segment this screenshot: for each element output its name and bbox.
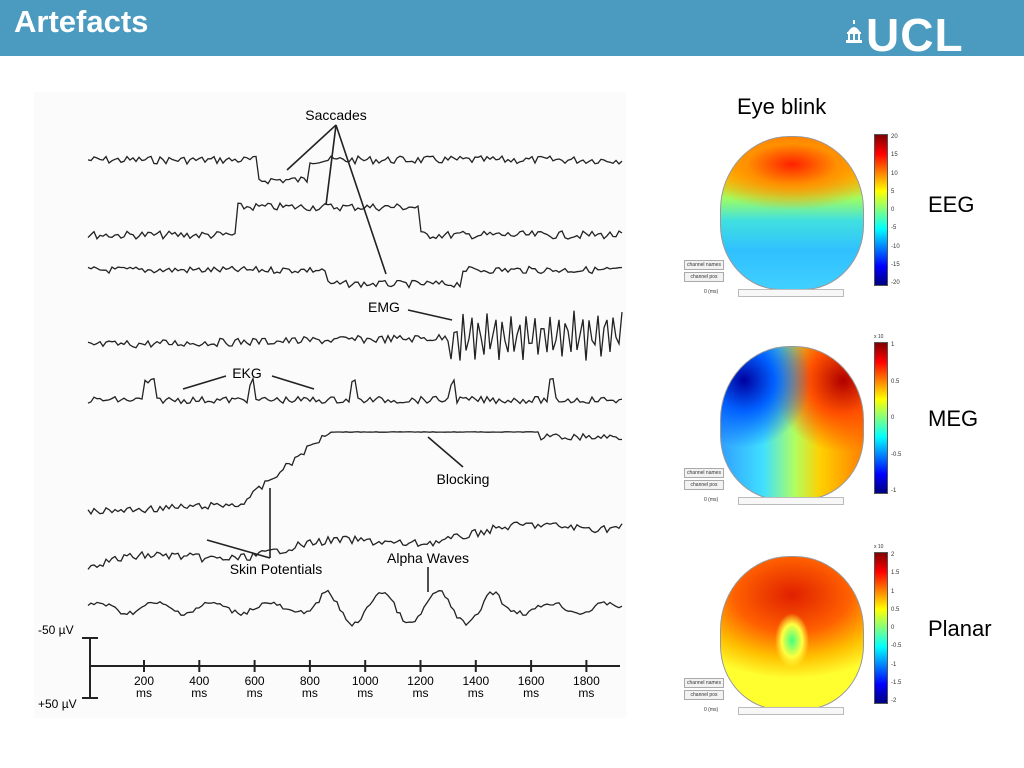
slide-title: Artefacts <box>14 4 149 39</box>
skin-potentials-label: Skin Potentials <box>230 561 323 577</box>
head-topography-map <box>720 556 864 710</box>
time-unit-label: ms <box>468 686 484 700</box>
saccade-arrow-3 <box>335 124 387 275</box>
topomap-panel-meg: x 10 1 0.5 0 -0.5 -1 channel names channel pos 0… <box>684 334 904 520</box>
colorbar-tick: -2 <box>891 698 897 704</box>
trace-saccade-2 <box>87 201 623 241</box>
time-tick-label: 1800 <box>573 674 600 688</box>
alpha-waves-label: Alpha Waves <box>387 550 469 566</box>
trace-emg <box>87 310 623 361</box>
ekg-arrow-right <box>271 375 315 390</box>
colorbar-tick: -10 <box>891 243 900 250</box>
time-readout: 0 (ms) <box>704 497 719 503</box>
skin-arrow-left <box>206 539 271 559</box>
time-readout: 0 (ms) <box>704 707 719 713</box>
saccades-label: Saccades <box>305 107 366 123</box>
trace-alpha <box>87 589 623 627</box>
colorbar-tick: -20 <box>891 280 900 286</box>
time-slider[interactable] <box>738 707 844 715</box>
colorbar-multiplier: x 10 <box>874 544 884 550</box>
trace-saccade-1 <box>87 154 623 185</box>
saccade-arrow-2 <box>325 124 337 206</box>
colorbar-tick: -0.5 <box>891 643 902 650</box>
colorbar-tick: 0 <box>891 625 895 631</box>
modality-label-meg: MEG <box>928 406 979 431</box>
scale-top-label: -50 µV <box>38 623 74 637</box>
colorbar-tick: -1 <box>891 661 897 668</box>
colorbar-tick: 1.5 <box>891 570 900 577</box>
channel-pos-button[interactable]: channel pos <box>684 690 724 700</box>
scale-bottom-label: +50 µV <box>38 697 77 711</box>
time-unit-label: ms <box>523 686 539 700</box>
saccade-arrow-1 <box>286 124 337 171</box>
title-bar: Artefacts UCL <box>0 0 1024 61</box>
colorbar <box>874 342 888 494</box>
channel-names-button[interactable]: channel names <box>684 260 724 270</box>
eeg-traces-diagram: Saccades EMG EKG Blocking Skin Potential… <box>38 107 623 711</box>
channel-names-button[interactable]: channel names <box>684 468 724 478</box>
colorbar-tick: 1 <box>891 342 895 348</box>
colorbar-tick: -1.5 <box>891 679 902 686</box>
trace-saccade-3 <box>87 265 623 289</box>
colorbar-tick: 0.5 <box>891 378 900 385</box>
colorbar <box>874 134 888 286</box>
topomap-panel-eeg: 20 15 10 5 0 -5 -10 -15 -20 channel names channel … <box>684 132 904 312</box>
colorbar-tick: 0 <box>891 207 895 213</box>
colorbar-tick: 5 <box>891 188 895 195</box>
logo-text: UCL <box>866 9 964 61</box>
colorbar-tick: -1 <box>891 488 897 494</box>
colorbar-tick: -5 <box>891 225 897 232</box>
trace-skin-potentials <box>87 521 623 570</box>
trace-ekg <box>87 376 623 406</box>
ekg-arrow-left <box>182 375 227 390</box>
time-slider[interactable] <box>738 289 844 297</box>
time-unit-label: ms <box>136 686 152 700</box>
time-unit-label: ms <box>578 686 594 700</box>
trace-blocking <box>87 431 622 516</box>
channel-pos-button[interactable]: channel pos <box>684 480 724 490</box>
channel-names-button[interactable]: channel names <box>684 678 724 688</box>
colorbar-tick: -15 <box>891 261 900 268</box>
blocking-arrow <box>427 436 464 468</box>
eeg-artefact-figure: Saccades EMG EKG Blocking Skin Potential… <box>34 92 626 718</box>
time-unit-label: ms <box>413 686 429 700</box>
time-tick-label: 1400 <box>462 674 489 688</box>
time-tick-label: 1200 <box>407 674 434 688</box>
time-tick-label: 200 <box>134 674 154 688</box>
colorbar-tick: 0 <box>891 415 895 421</box>
time-unit-label: ms <box>302 686 318 700</box>
blocking-label: Blocking <box>437 471 490 487</box>
channel-pos-button[interactable]: channel pos <box>684 272 724 282</box>
colorbar-tick: 20 <box>891 134 898 140</box>
time-unit-label: ms <box>357 686 373 700</box>
colorbar-multiplier: x 10 <box>874 334 884 340</box>
time-unit-label: ms <box>247 686 263 700</box>
modality-label-eeg: EEG <box>928 192 975 217</box>
time-tick-label: 1000 <box>352 674 379 688</box>
time-tick-label: 600 <box>245 674 265 688</box>
time-tick-label: 800 <box>300 674 320 688</box>
colorbar-tick: -0.5 <box>891 451 902 458</box>
colorbar-tick: 0.5 <box>891 606 900 613</box>
ekg-label: EKG <box>232 365 262 381</box>
head-topography-map <box>720 346 864 500</box>
time-tick-label: 400 <box>189 674 209 688</box>
emg-label: EMG <box>368 299 400 315</box>
time-readout: 0 (ms) <box>704 289 719 295</box>
colorbar-tick: 1 <box>891 588 895 595</box>
colorbar <box>874 552 888 704</box>
eye-blink-heading: Eye blink <box>737 94 827 119</box>
head-topography-map <box>720 136 864 290</box>
topomap-panel-planar: x 10 2 1.5 1 0.5 0 -0.5 -1 -1.5 -2 channel names ch… <box>684 544 904 730</box>
dome-icon <box>846 20 862 43</box>
emg-arrow <box>407 309 453 321</box>
colorbar-tick: 2 <box>891 552 895 558</box>
colorbar-tick: 15 <box>891 152 898 159</box>
time-tick-label: 1600 <box>518 674 545 688</box>
colorbar-tick: 10 <box>891 170 898 177</box>
ucl-logo: UCL <box>846 9 996 61</box>
modality-label-planar: Planar <box>928 616 992 641</box>
time-unit-label: ms <box>191 686 207 700</box>
time-slider[interactable] <box>738 497 844 505</box>
